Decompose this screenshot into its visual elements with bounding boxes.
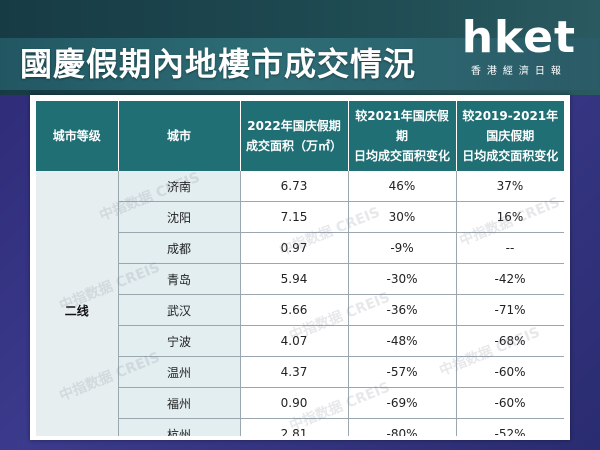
vs2019-2021-cell: -68% [456,325,564,357]
city-cell: 温州 [118,356,241,388]
hket-logo: hket 香港經濟日報 [461,12,576,78]
city-cell: 武汉 [118,294,241,326]
area-cell: 5.66 [240,294,349,326]
city-cell: 济南 [118,171,241,202]
city-cell: 青岛 [118,263,241,295]
vs2021-cell: -36% [348,294,457,326]
vs2019-2021-cell: -71% [456,294,564,326]
vs2021-cell: -9% [348,232,457,264]
area-cell: 7.15 [240,201,349,233]
table-row: 温州 4.37 -57% -60% [36,356,564,388]
vs2021-cell: -69% [348,387,457,419]
vs2019-2021-cell: -42% [456,263,564,295]
vs2019-2021-cell: -60% [456,356,564,388]
tier-cell: 二线 [36,171,119,436]
table-row: 成都 0.97 -9% -- [36,232,564,264]
table-row: 宁波 4.07 -48% -68% [36,325,564,357]
vs2021-cell: -80% [348,418,457,436]
table-row: 二线 济南 6.73 46% 37% [36,171,564,436]
table-row: 福州 0.90 -69% -60% [36,387,564,419]
area-cell: 0.97 [240,232,349,264]
city-cell: 宁波 [118,325,241,357]
table-row: 武汉 5.66 -36% -71% [36,294,564,326]
city-cell: 成都 [118,232,241,264]
table-header-row: 城市等级 城市 2022年国庆假期 成交面积（万㎡） 较2021年国庆假期 日均成交… [36,101,564,171]
table-container: 城市等级 城市 2022年国庆假期 成交面积（万㎡） 较2021年国庆假期 日均成交… [36,101,564,436]
table-row: 沈阳 7.15 30% 16% [36,201,564,233]
vs2019-2021-cell: -- [456,232,564,264]
vs2021-cell: 30% [348,201,457,233]
vs2021-cell: 46% [348,171,457,202]
vs2019-2021-cell: 16% [456,201,564,233]
vs2019-2021-cell: 37% [456,171,564,202]
vs2019-2021-cell: -52% [456,418,564,436]
area-cell: 6.73 [240,171,349,202]
vs2019-2021-cell: -60% [456,387,564,419]
col-header-area: 2022年国庆假期 成交面积（万㎡） [240,101,349,171]
area-cell: 4.37 [240,356,349,388]
table-panel: 城市等级 城市 2022年国庆假期 成交面积（万㎡） 较2021年国庆假期 日均成交… [30,95,570,440]
vs2021-cell: -30% [348,263,457,295]
col-header-vs2019-2021: 较2019-2021年 国庆假期 日均成交面积变化 [456,101,564,171]
area-cell: 5.94 [240,263,349,295]
logo-wordmark: hket [461,12,576,63]
area-cell: 0.90 [240,387,349,419]
col-header-city: 城市 [118,101,241,171]
table-row: 杭州 2.81 -80% -52% [36,418,564,436]
col-header-vs2021: 较2021年国庆假期 日均成交面积变化 [348,101,457,171]
area-cell: 4.07 [240,325,349,357]
city-cell: 沈阳 [118,201,241,233]
page-title: 國慶假期內地樓市成交情況 [20,45,417,83]
logo-subtitle: 香港經濟日報 [470,66,567,77]
city-cell: 杭州 [118,418,241,436]
col-header-tier: 城市等级 [36,101,119,171]
title-band [0,38,600,90]
vs2021-cell: -57% [348,356,457,388]
table-row: 青岛 5.94 -30% -42% [36,263,564,295]
transaction-table: 城市等级 城市 2022年国庆假期 成交面积（万㎡） 较2021年国庆假期 日均成交… [36,101,564,436]
city-cell: 福州 [118,387,241,419]
area-cell: 2.81 [240,418,349,436]
vs2021-cell: -48% [348,325,457,357]
